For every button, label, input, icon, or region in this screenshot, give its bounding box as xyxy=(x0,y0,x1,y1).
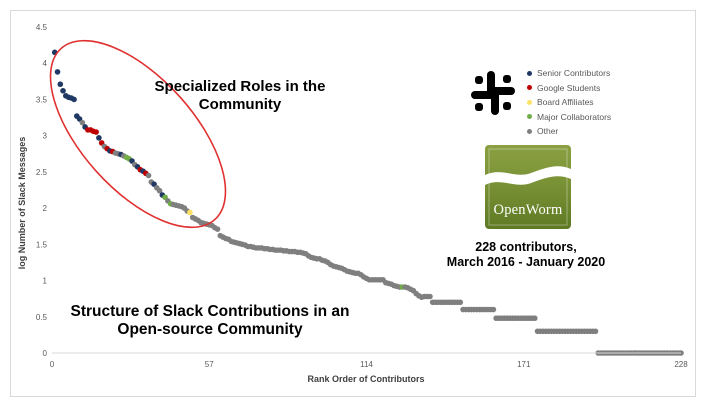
data-point-senior-contributors xyxy=(71,96,77,103)
x-tick-label: 171 xyxy=(517,360,531,369)
chart-legend: Senior Contributors Google Students Boar… xyxy=(527,66,611,139)
data-point-other xyxy=(214,226,221,232)
data-point-other xyxy=(490,306,497,313)
data-point-senior-contributors xyxy=(60,87,66,94)
x-tick-label: 228 xyxy=(674,360,688,369)
x-tick-label: 114 xyxy=(360,360,373,369)
data-point-google-students xyxy=(93,129,99,135)
structure-annotation: Structure of Slack Contributions in an O… xyxy=(70,303,350,339)
y-tick-label: 4.5 xyxy=(36,23,48,32)
legend-label: Senior Contributors xyxy=(537,68,611,79)
legend-label: Board Affiliates xyxy=(537,97,594,108)
legend-marker xyxy=(527,128,532,134)
data-point-other xyxy=(592,328,599,335)
legend-item-other: Other xyxy=(527,124,611,139)
data-point-other xyxy=(145,172,152,179)
y-tick-label: 0.5 xyxy=(36,313,48,322)
data-point-senior-contributors xyxy=(96,135,102,141)
specialized-roles-ellipse xyxy=(49,39,227,229)
legend-item-board-affiliates: Board Affiliates xyxy=(527,95,611,110)
data-point-board-affiliates xyxy=(187,209,193,216)
data-point-senior-contributors xyxy=(54,69,61,75)
data-point-other xyxy=(531,315,538,322)
legend-item-senior-contributors: Senior Contributors xyxy=(527,66,611,81)
legend-item-google-students: Google Students xyxy=(527,81,611,96)
legend-marker xyxy=(527,85,532,91)
data-points xyxy=(51,49,684,356)
y-axis-title: log Number of Slack Messages xyxy=(17,137,27,270)
legend-marker xyxy=(527,114,532,120)
legend-label: Google Students xyxy=(537,82,601,93)
specialized-roles-annotation: Specialized Roles in the Community xyxy=(154,78,326,113)
legend-item-major-collaborators: Major Collaborators xyxy=(527,110,611,125)
y-tick-label: 3.5 xyxy=(36,95,48,104)
legend-label: Major Collaborators xyxy=(537,111,612,122)
openworm-label: OpenWorm xyxy=(493,202,563,218)
y-tick-label: 0 xyxy=(43,349,48,358)
data-point-senior-contributors xyxy=(57,81,64,88)
data-point-other xyxy=(156,187,163,194)
x-axis-title: Rank Order of Contributors xyxy=(307,374,424,384)
y-tick-label: 1 xyxy=(43,277,48,286)
axes: 0 0.5 1 1.5 2 2.5 3 3.5 4 4.5 0 57 114 171 228 xyxy=(36,23,688,369)
contributors-period: March 2016 - January 2020 xyxy=(446,254,606,269)
legend-label: Other xyxy=(537,126,559,137)
data-point-other xyxy=(427,293,433,300)
worm-wave-icon xyxy=(485,148,571,226)
data-point-other xyxy=(457,299,464,306)
legend-marker xyxy=(527,70,532,76)
y-tick-label: 4 xyxy=(43,59,48,68)
y-tick-label: 2.5 xyxy=(36,168,48,177)
y-tick-label: 2 xyxy=(43,204,48,213)
legend-marker xyxy=(527,99,532,105)
y-tick-label: 3 xyxy=(43,132,48,141)
x-tick-label: 57 xyxy=(205,360,214,369)
data-point-other xyxy=(79,119,86,126)
openworm-logo: OpenWorm xyxy=(485,145,571,229)
contributors-count: 228 contributors, xyxy=(475,240,577,254)
contributors-annotation: 228 contributors, March 2016 - January 2… xyxy=(426,240,626,270)
y-tick-label: 1.5 xyxy=(36,240,48,249)
slack-logo-icon xyxy=(471,71,515,115)
x-tick-label: 0 xyxy=(50,360,55,369)
